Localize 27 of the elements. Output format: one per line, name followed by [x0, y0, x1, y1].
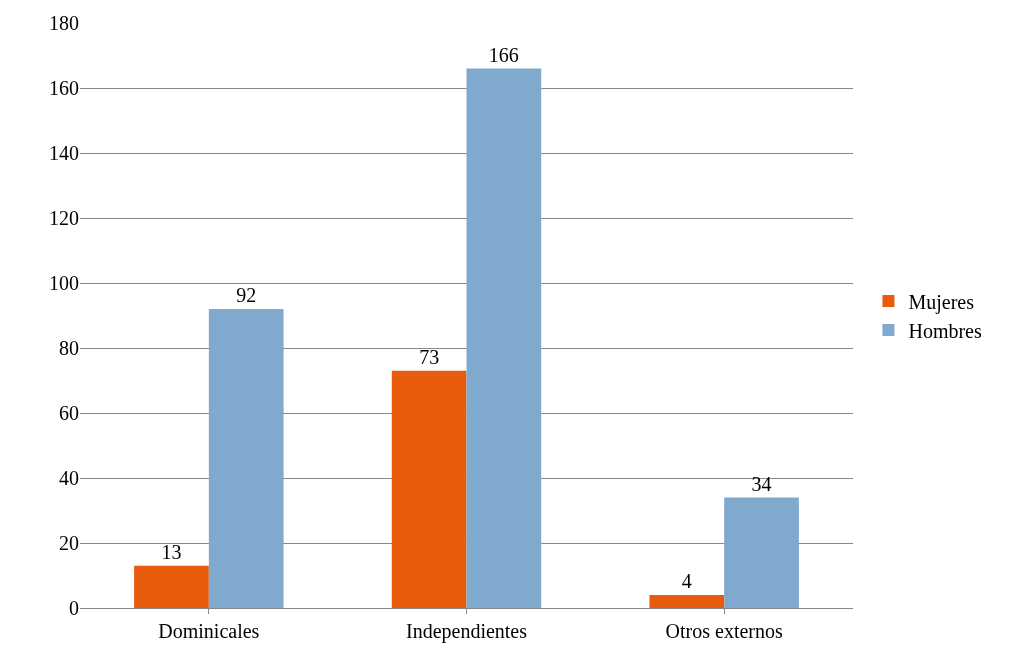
- data-label: 13: [161, 540, 182, 563]
- bar: [391, 370, 467, 608]
- bar: [466, 68, 542, 608]
- bar: [649, 595, 725, 608]
- data-label: 92: [236, 284, 257, 306]
- bar: [724, 497, 799, 608]
- y-tick-label: 40: [59, 467, 79, 489]
- bar: [134, 565, 209, 608]
- x-tick-label: Dominicales: [158, 620, 260, 642]
- y-tick-label: 100: [49, 272, 79, 294]
- data-label: 73: [419, 345, 440, 368]
- x-tick-label: Independientes: [405, 620, 528, 643]
- y-tick-label: 60: [59, 402, 79, 424]
- y-tick-label: 20: [59, 532, 79, 554]
- bar: [208, 309, 284, 608]
- y-tick-label: 160: [49, 77, 79, 99]
- legend-label: Mujeres: [908, 290, 975, 314]
- data-label: 166: [488, 43, 519, 66]
- y-tick-label: 80: [59, 337, 79, 359]
- legend-label: Hombres: [908, 319, 982, 342]
- x-tick-label: Otros externos: [665, 620, 783, 642]
- data-label: 34: [751, 472, 772, 495]
- y-tick-label: 0: [69, 597, 79, 619]
- y-tick-label: 180: [49, 12, 79, 34]
- y-tick-label: 140: [49, 142, 79, 164]
- y-tick-label: 120: [49, 207, 79, 229]
- data-label: 4: [681, 570, 692, 592]
